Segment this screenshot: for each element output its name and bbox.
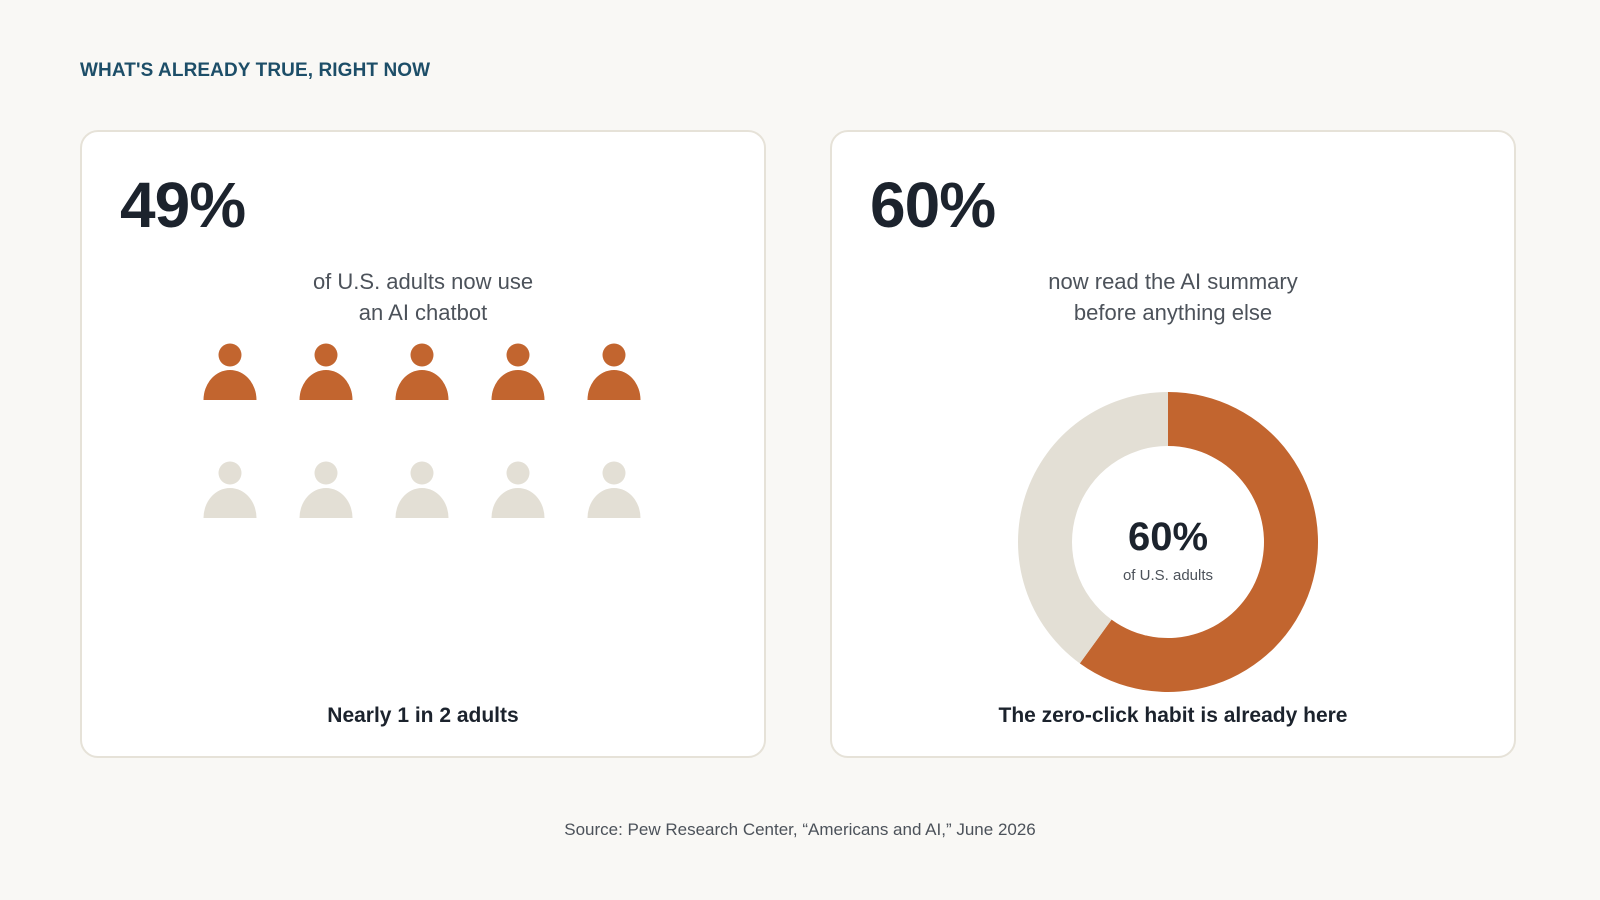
person-icon [587, 461, 641, 518]
person-icon [203, 343, 257, 400]
donut-center-value: 60% [1128, 515, 1208, 559]
person-icon [299, 343, 353, 400]
stat-card-ai-summary: 60% now read the AI summary before anyth… [830, 130, 1516, 758]
stat-takeaway: The zero-click habit is already here [998, 704, 1348, 727]
person-icon [587, 343, 641, 400]
person-icon [299, 461, 353, 518]
caption-line: of U.S. adults now use [312, 269, 534, 294]
person-pictogram-chart [203, 343, 641, 518]
donut-slice-remaining [1018, 392, 1168, 664]
donut-slice-filled [1079, 392, 1318, 692]
person-icon [395, 461, 449, 518]
donut-chart: 60% of U.S. adults [1018, 392, 1318, 692]
big-stat: 60% [870, 169, 996, 241]
person-icon [491, 461, 545, 518]
section-eyebrow: WHAT'S ALREADY TRUE, RIGHT NOW [80, 60, 431, 81]
stat-takeaway: Nearly 1 in 2 adults [327, 704, 519, 727]
person-icon [203, 461, 257, 518]
source-citation: Source: Pew Research Center, “Americans … [564, 820, 1036, 839]
big-stat: 49% [120, 169, 246, 241]
caption-line: an AI chatbot [358, 300, 488, 325]
donut-center-label: of U.S. adults [1123, 567, 1213, 584]
person-icon [395, 343, 449, 400]
person-icon [491, 343, 545, 400]
stat-caption: now read the AI summary before anything … [832, 266, 1514, 328]
caption-line: now read the AI summary [1048, 269, 1298, 294]
caption-line: before anything else [1073, 300, 1273, 325]
stat-caption: of U.S. adults now use an AI chatbot [82, 266, 764, 328]
stat-card-chatbot: 49% of U.S. adults now use an AI chatbot… [80, 130, 766, 758]
